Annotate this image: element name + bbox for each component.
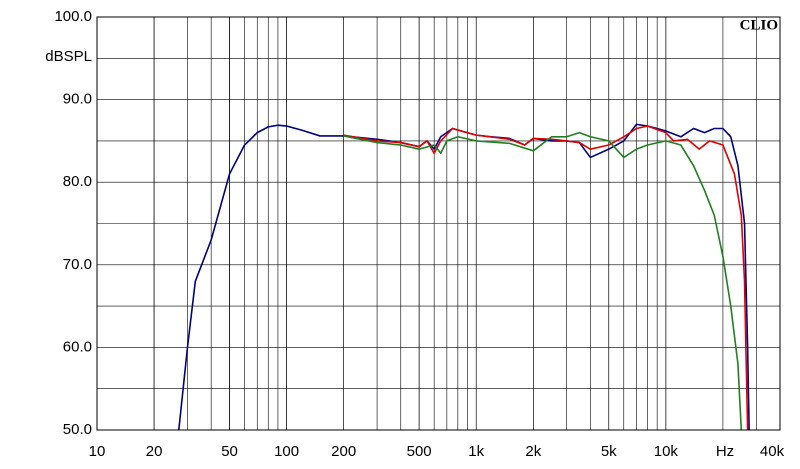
y-tick-label: 90.0 — [63, 91, 92, 108]
x-tick-label: 50 — [221, 443, 238, 460]
y-tick-label: 70.0 — [63, 256, 92, 273]
y-tick-label: 100.0 — [54, 8, 92, 25]
x-tick-label: 500 — [407, 443, 432, 460]
x-tick-label: 20 — [146, 443, 163, 460]
response-line — [177, 123, 750, 430]
x-axis-label: Hz — [716, 443, 734, 460]
x-tick-label: 2k — [525, 443, 541, 460]
y-tick-label: 60.0 — [63, 338, 92, 355]
plot-lines — [177, 123, 750, 430]
x-tick-label: 40k — [760, 443, 785, 460]
x-tick-label: 1k — [468, 443, 484, 460]
response-line — [343, 125, 749, 430]
response-line — [343, 131, 743, 430]
x-tick-label: 5k — [601, 443, 617, 460]
x-tick-label: 200 — [331, 443, 356, 460]
brand: CLIO — [740, 17, 778, 33]
plot-frame — [96, 16, 781, 431]
y-axis-label: dBSPL — [45, 48, 92, 65]
x-tick-label: 10k — [654, 443, 679, 460]
x-tick-label: 10 — [89, 443, 106, 460]
x-tick-label: 100 — [274, 443, 299, 460]
y-tick-label: 80.0 — [63, 173, 92, 190]
y-tick-label: 50.0 — [63, 421, 92, 438]
grid — [96, 16, 781, 431]
